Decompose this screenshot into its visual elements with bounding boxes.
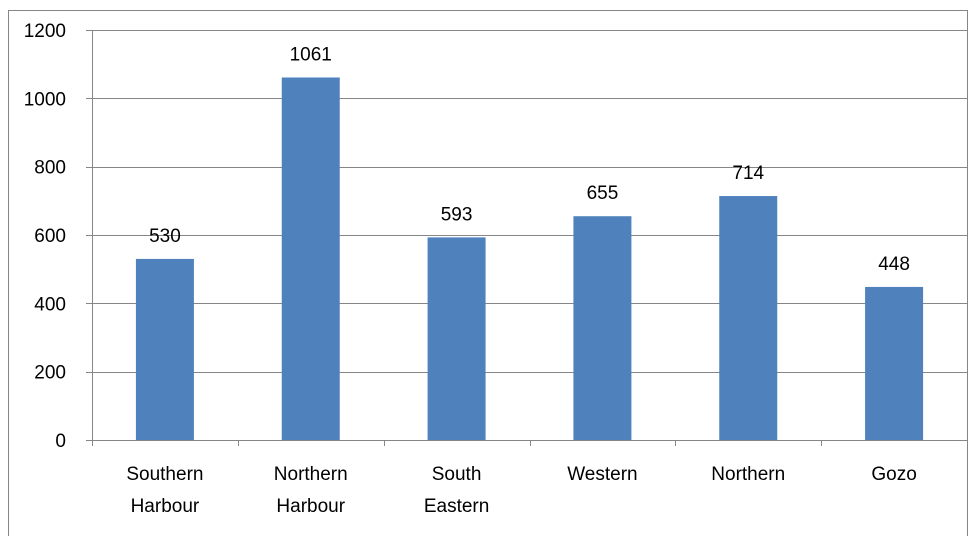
bar <box>135 258 194 440</box>
y-tick-label: 800 <box>34 158 66 179</box>
bars <box>135 77 924 440</box>
data-label: 655 <box>587 183 619 204</box>
bar <box>865 286 924 440</box>
bar <box>573 216 632 440</box>
y-tick-label: 200 <box>34 363 66 384</box>
x-tick-label: Harbour <box>276 496 345 517</box>
x-tick-label: Harbour <box>131 496 200 517</box>
gridlines <box>92 30 967 373</box>
x-tick-label: Northern <box>274 464 348 485</box>
data-label: 593 <box>441 204 473 225</box>
labels: 0 200 400 600 800 1000 1200 530 Southern Harbour 1… <box>24 21 917 517</box>
bar <box>427 237 486 440</box>
x-tick-label: Gozo <box>871 464 916 485</box>
bar <box>281 77 340 440</box>
data-label: 448 <box>878 254 910 275</box>
x-tick-label: Southern <box>126 464 203 485</box>
data-label: 1061 <box>290 44 332 65</box>
y-tick-label: 0 <box>55 431 66 452</box>
x-tick-label: Eastern <box>424 496 489 517</box>
y-tick-label: 400 <box>34 294 66 315</box>
y-tick-label: 1000 <box>24 89 66 110</box>
x-tick-label: Northern <box>711 464 785 485</box>
y-tick-label: 600 <box>34 226 66 247</box>
x-tick-label: South <box>432 464 482 485</box>
x-tick-label: Western <box>567 464 637 485</box>
data-label: 530 <box>149 226 181 247</box>
y-tick-label: 1200 <box>24 21 66 42</box>
axes <box>86 30 968 446</box>
data-label: 714 <box>732 163 764 184</box>
bar <box>719 196 778 440</box>
